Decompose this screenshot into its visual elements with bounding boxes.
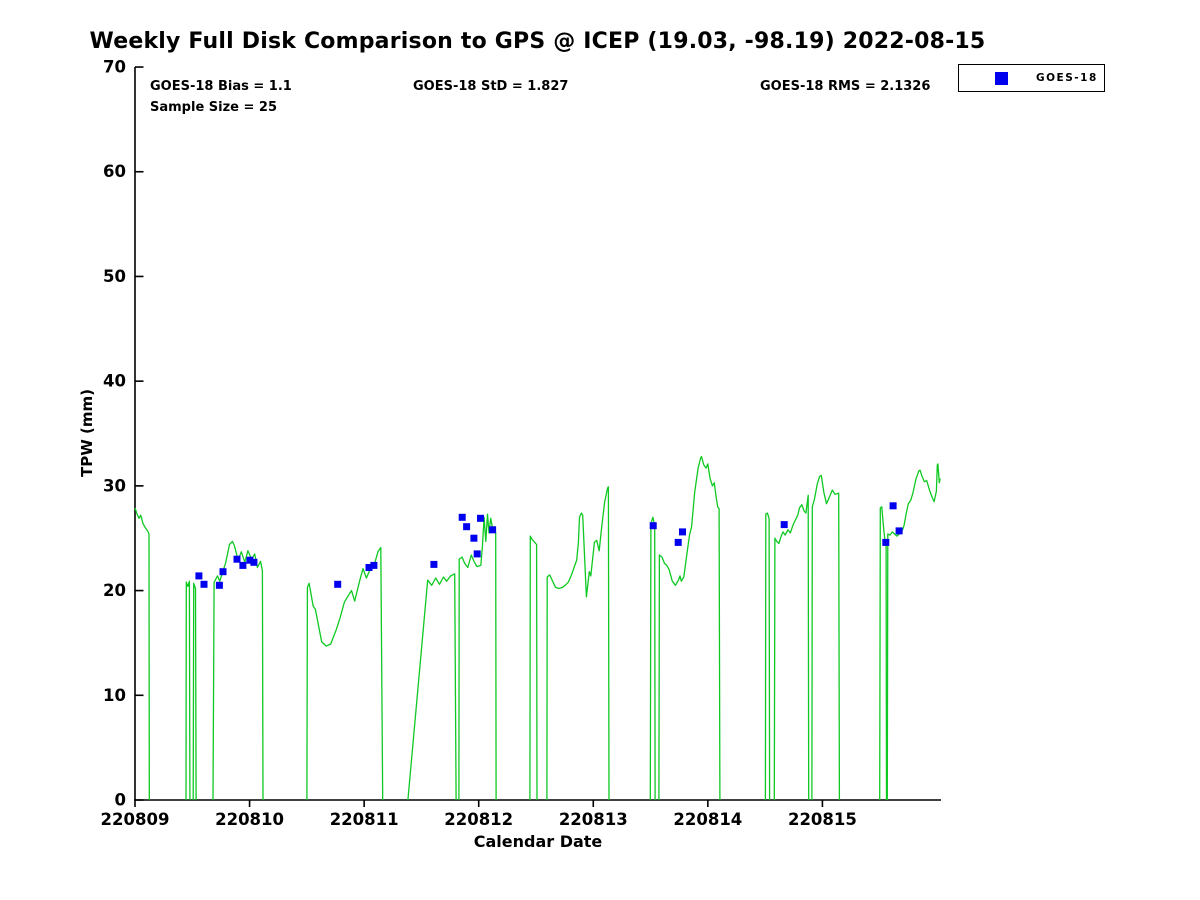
gps-line-segment: [886, 463, 941, 801]
gps-line-segment: [212, 540, 264, 801]
gps-line-segment: [529, 535, 538, 801]
x-tick-label: 220811: [330, 810, 399, 829]
goes18-marker: [215, 581, 223, 589]
y-tick-label: 60: [103, 162, 126, 181]
x-tick-label: 220809: [101, 810, 170, 829]
goes18-marker: [430, 560, 438, 568]
legend: GOES-18: [958, 64, 1105, 92]
stat-rms: GOES-18 RMS = 2.1326: [760, 79, 931, 94]
gps-line-segment: [134, 507, 150, 801]
gps-line-segment: [811, 474, 841, 801]
y-axis-title: TPW (mm): [78, 389, 96, 477]
gps-line-segment: [773, 494, 810, 801]
x-tick-label: 220812: [444, 810, 513, 829]
gps-line-segment: [546, 486, 610, 801]
goes18-marker: [473, 550, 481, 558]
gps-line-segment: [649, 516, 656, 801]
gps-line-segment: [879, 506, 888, 801]
gps-line-segment: [764, 512, 771, 801]
stat-bias: GOES-18 Bias = 1.1: [150, 79, 292, 94]
gps-line-segment: [185, 580, 191, 801]
goes18-marker: [219, 568, 227, 576]
axes: [134, 66, 941, 807]
goes18-marker: [470, 534, 478, 542]
gps-line-segment: [407, 573, 457, 801]
legend-label: GOES-18: [1036, 72, 1098, 84]
y-tick-label: 10: [103, 686, 126, 705]
y-tick-label: 50: [103, 267, 126, 286]
goes18-marker: [679, 528, 686, 536]
stat-sample-size: Sample Size = 25: [150, 100, 278, 115]
goes18-marker: [233, 555, 241, 563]
gps-line-segment: [658, 455, 721, 801]
goes18-marker: [458, 513, 466, 521]
chart-title: Weekly Full Disk Comparison to GPS @ ICE…: [89, 29, 986, 54]
x-tick-label: 220814: [673, 810, 742, 829]
goes18-marker: [334, 580, 342, 588]
goes18-marker: [365, 564, 373, 571]
y-tick-label: 20: [103, 581, 126, 600]
gps-line-segment: [306, 546, 384, 801]
goes18-marker: [239, 561, 247, 569]
goes18-marker: [489, 526, 497, 534]
goes18-marker: [195, 572, 203, 580]
x-tick-label: 220815: [788, 810, 857, 829]
goes18-marker: [674, 538, 682, 546]
goes18-marker: [895, 527, 903, 535]
goes18-marker: [882, 538, 890, 546]
goes18-marker: [200, 580, 208, 588]
goes18-marker: [649, 522, 657, 530]
goes18-markers: [195, 502, 903, 589]
legend-square-marker-icon: [995, 71, 1008, 85]
goes18-marker: [889, 502, 897, 510]
stat-std: GOES-18 StD = 1.827: [413, 79, 569, 94]
goes18-marker: [463, 523, 471, 531]
goes18-marker: [780, 521, 788, 529]
gps-line-segment: [192, 582, 197, 801]
y-tick-label: 70: [103, 58, 126, 77]
y-tick-label: 0: [115, 791, 126, 810]
goes18-marker: [246, 556, 254, 564]
goes18-marker: [477, 514, 484, 522]
x-tick-label: 220810: [215, 810, 284, 829]
goes18-marker: [250, 558, 258, 566]
y-tick-label: 40: [103, 372, 126, 391]
gps-line: [134, 455, 941, 801]
x-tick-label: 220813: [559, 810, 628, 829]
x-axis-title: Calendar Date: [474, 832, 603, 851]
y-tick-label: 30: [103, 476, 126, 495]
goes18-marker: [370, 561, 378, 569]
